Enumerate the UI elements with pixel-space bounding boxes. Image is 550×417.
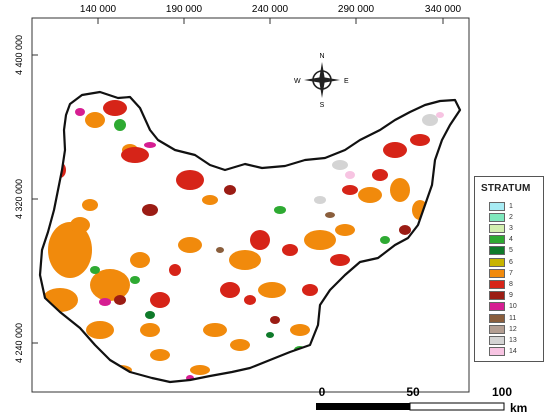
legend-swatch: [489, 223, 505, 233]
legend-swatch: [489, 335, 505, 345]
scale-bar-segment-black: [316, 403, 410, 410]
legend-swatch: [489, 201, 505, 211]
legend-swatch: [489, 246, 505, 256]
y-tick-marks: [32, 54, 38, 344]
scale-bar-segment-white: [409, 402, 505, 411]
legend-swatch: [489, 257, 505, 267]
x-tick-labels: 140 000 190 000 240 000 290 000 340 000: [80, 4, 462, 15]
x-tick-label: 290 000: [338, 4, 375, 15]
legend-label: 5: [509, 247, 513, 255]
legend-swatch: [489, 302, 505, 312]
compass-needle-n: [319, 62, 325, 80]
legend-label: 8: [509, 280, 513, 288]
legend-label: 7: [509, 269, 513, 277]
y-tick-label: 4 320 000: [14, 179, 24, 219]
y-tick-label: 4 240 000: [14, 323, 24, 363]
legend-swatch: [489, 347, 505, 357]
legend-label: 3: [509, 224, 513, 232]
legend-item: 14: [489, 347, 517, 357]
x-tick-label: 240 000: [252, 4, 289, 15]
legend-label: 9: [509, 292, 513, 300]
scale-label-50: 50: [406, 385, 420, 399]
legend-swatch: [489, 324, 505, 334]
compass-e-label: E: [344, 78, 349, 85]
x-tick-marks: [97, 18, 444, 24]
legend-title: STRATUM: [481, 183, 531, 194]
legend-swatch: [489, 313, 505, 323]
legend-label: 1: [509, 202, 513, 210]
legend-item: 5: [489, 246, 513, 256]
legend-swatch: [489, 268, 505, 278]
legend-swatch: [489, 212, 505, 222]
legend-item: 1: [489, 201, 513, 211]
compass-needle-w: [304, 77, 322, 83]
legend-item: 6: [489, 257, 513, 267]
legend-item: 9: [489, 291, 513, 301]
compass-needle-s: [319, 80, 325, 98]
legend-item: 3: [489, 223, 513, 233]
map-frame: [31, 17, 470, 393]
scale-label-100: 100: [492, 385, 512, 399]
y-tick-labels: 4 400 000 4 320 000 4 240 000: [14, 35, 24, 363]
legend-item: 7: [489, 268, 513, 278]
legend-item: 4: [489, 235, 513, 245]
compass-rose: N S E W: [294, 53, 349, 109]
legend-swatch: [489, 279, 505, 289]
legend-item: 10: [489, 302, 517, 312]
region-boundary: [38, 90, 462, 384]
legend-label: 2: [509, 213, 513, 221]
legend-label: 10: [509, 303, 517, 311]
x-tick-label: 340 000: [425, 4, 462, 15]
legend-item: 12: [489, 324, 517, 334]
scale-unit: km: [510, 401, 527, 415]
legend-label: 14: [509, 348, 517, 356]
legend-item: 2: [489, 212, 513, 222]
legend-label: 12: [509, 325, 517, 333]
legend-label: 4: [509, 236, 513, 244]
compass-w-label: W: [294, 78, 301, 85]
legend-item: 11: [489, 313, 516, 323]
compass-s-label: S: [320, 102, 325, 109]
legend-swatch: [489, 235, 505, 245]
legend: STRATUM 1 2 3 4 5 6 7 8 9 10 11 12 13 14: [474, 176, 544, 362]
y-tick-label: 4 400 000: [14, 35, 24, 75]
legend-label: 11: [509, 314, 517, 322]
stratum-patches: [42, 100, 444, 381]
compass-needle-e: [322, 77, 340, 83]
x-tick-label: 140 000: [80, 4, 117, 15]
compass-n-label: N: [319, 53, 324, 60]
legend-item: 8: [489, 279, 513, 289]
legend-swatch: [489, 291, 505, 301]
legend-item: 13: [489, 335, 517, 345]
scale-label-0: 0: [319, 385, 326, 399]
legend-label: 13: [509, 336, 517, 344]
legend-label: 6: [509, 258, 513, 266]
scale-bar: 0 50 100 km: [316, 385, 527, 415]
x-tick-label: 190 000: [166, 4, 203, 15]
